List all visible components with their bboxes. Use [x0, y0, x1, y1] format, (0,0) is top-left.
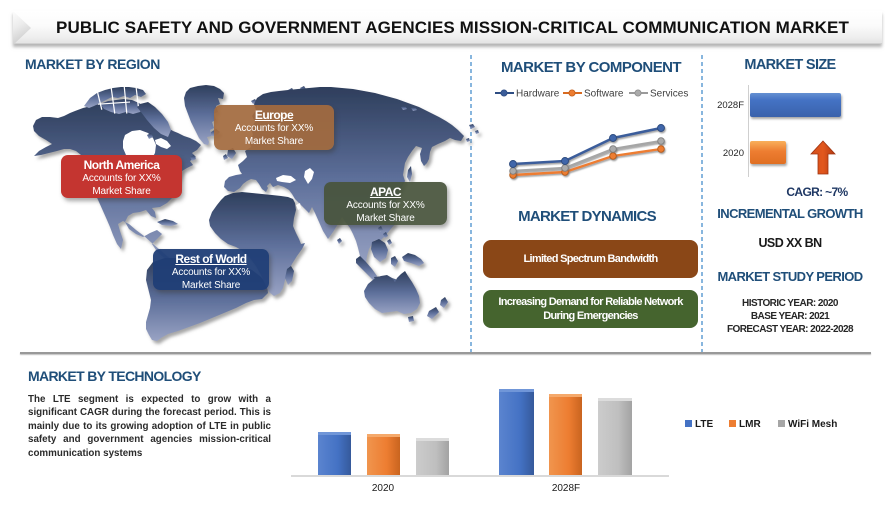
svg-text:Services: Services	[650, 89, 688, 100]
svg-text:Hardware: Hardware	[516, 89, 560, 100]
svg-text:Software: Software	[584, 89, 624, 100]
